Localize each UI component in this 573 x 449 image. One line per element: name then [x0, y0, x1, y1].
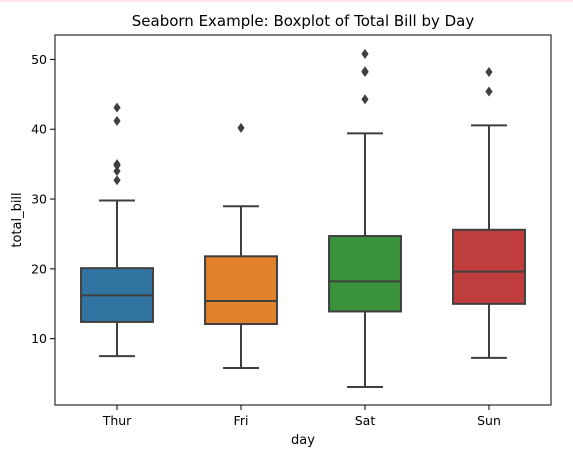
plot-area-frame: [54, 34, 552, 406]
y-tick-label: 10: [31, 331, 47, 346]
y-tick-label: 50: [31, 52, 47, 67]
x-tick-label: Thur: [102, 413, 132, 428]
box-iqr: [328, 235, 402, 313]
box-iqr: [204, 255, 278, 326]
box-group-thur: [80, 102, 154, 358]
outlier-point: [237, 122, 245, 133]
window-top-border: [0, 0, 573, 2]
y-axis: 10 20 30 40 50: [31, 52, 55, 346]
outlier-point: [361, 66, 369, 77]
boxes-layer: [80, 48, 526, 389]
x-axis-label: day: [291, 433, 315, 448]
x-tick-label: Sun: [477, 413, 501, 428]
box-iqr: [452, 228, 526, 305]
y-axis-label: total_bill: [10, 192, 25, 247]
y-tick-label: 20: [31, 261, 47, 276]
outlier-point: [113, 115, 121, 126]
box-group-fri: [204, 122, 278, 369]
x-axis: Thur Fri Sat Sun: [102, 405, 501, 428]
y-tick-label: 40: [31, 122, 47, 137]
x-tick-label: Sat: [355, 413, 376, 428]
outlier-point: [361, 48, 369, 59]
outlier-point: [113, 166, 121, 177]
x-tick-label: Fri: [234, 413, 249, 428]
outlier-point: [361, 94, 369, 105]
outlier-point: [113, 159, 121, 170]
box-group-sat: [328, 48, 402, 389]
outlier-point: [113, 102, 121, 113]
outlier-point: [485, 67, 493, 77]
box-group-sun: [452, 67, 526, 359]
y-tick-label: 30: [31, 192, 47, 207]
chart-title: Seaborn Example: Boxplot of Total Bill b…: [132, 12, 475, 30]
outlier-point: [485, 86, 493, 97]
outlier-point: [113, 175, 121, 186]
